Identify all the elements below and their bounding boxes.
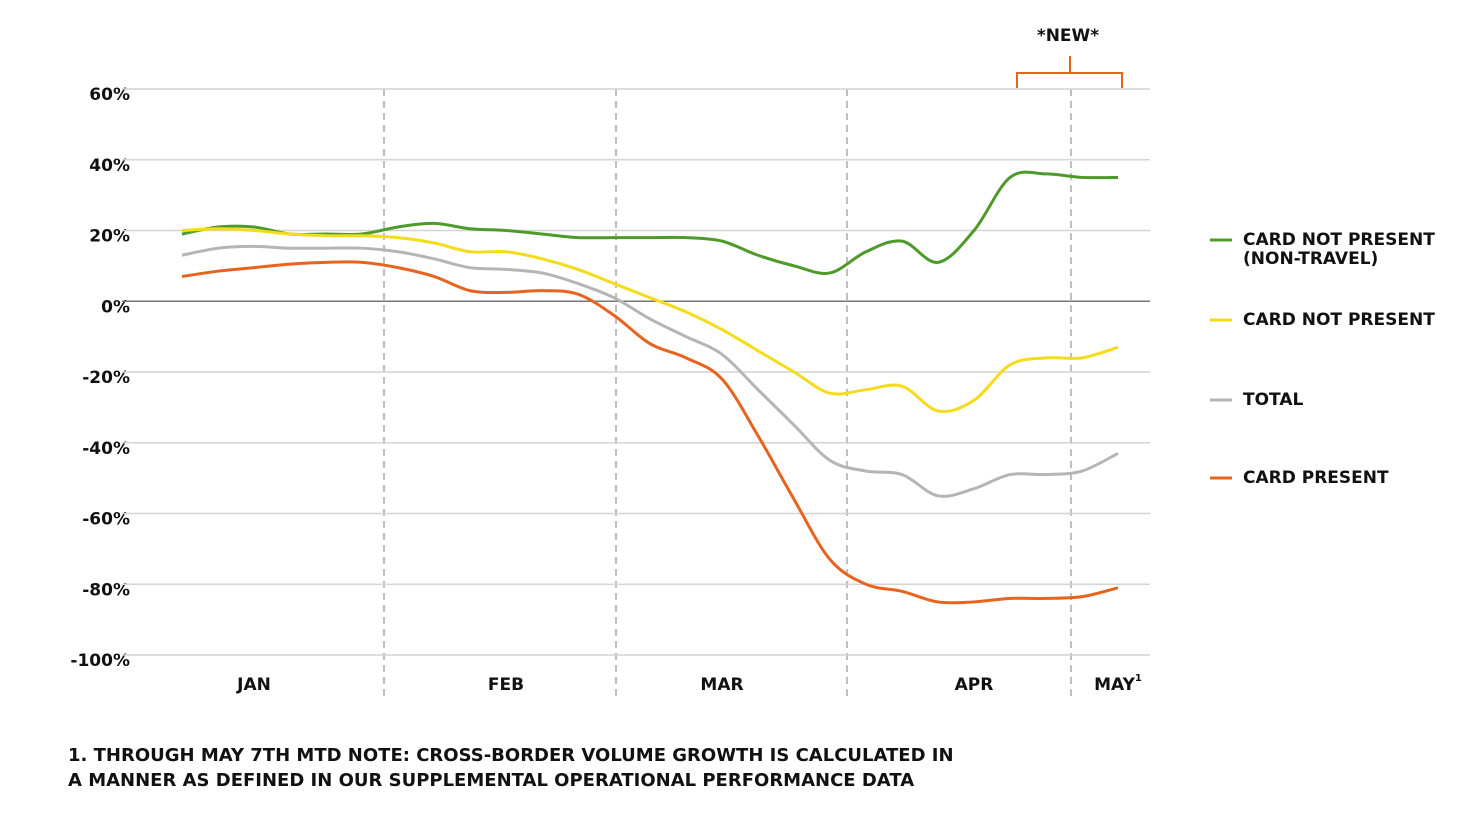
line <box>181 260 1119 605</box>
legend-line: (NON-TRAVEL) <box>1243 249 1378 269</box>
new-bracket <box>1016 56 1123 88</box>
line <box>181 170 1119 275</box>
line <box>181 244 1119 498</box>
y-tick-label: -100% <box>70 651 130 671</box>
y-tick-label: -80% <box>82 580 130 600</box>
legend-label: TOTAL <box>1243 390 1303 410</box>
footnote: 1. THROUGH MAY 7TH MTD NOTE: CROSS-BORDE… <box>68 745 954 766</box>
x-tick-text: FEB <box>488 675 524 695</box>
footnote-marker: 1 <box>1135 673 1142 684</box>
x-tick-label: JAN <box>236 675 271 695</box>
x-tick-text: APR <box>955 675 994 695</box>
annotation: *NEW* <box>1037 26 1099 46</box>
line <box>181 227 1119 413</box>
x-tick-label: APR <box>955 675 994 695</box>
x-tick-label: FEB <box>488 675 524 695</box>
legend-label: CARD PRESENT <box>1243 468 1389 488</box>
x-tick-text: MAY <box>1094 675 1135 695</box>
y-tick-label: 20% <box>89 227 130 247</box>
legend-label: CARD NOT PRESENT (NON-TRAVEL) <box>1243 230 1435 269</box>
footnote: A MANNER AS DEFINED IN OUR SUPPLEMENTAL … <box>68 770 914 791</box>
x-tick-label: MAR <box>700 675 743 695</box>
y-tick-label: -20% <box>82 368 130 388</box>
y-tick-label: -40% <box>82 439 130 459</box>
x-tick-text: MAR <box>700 675 743 695</box>
month-dividers <box>383 89 1072 700</box>
x-tick-label: MAY1 <box>1094 673 1142 695</box>
y-tick-label: 40% <box>89 156 130 176</box>
legend-line: CARD NOT PRESENT <box>1243 230 1435 250</box>
x-tick-text: JAN <box>236 675 271 695</box>
y-tick-label: 0% <box>101 297 130 317</box>
y-tick-label: 60% <box>89 85 130 105</box>
y-tick-label: -60% <box>82 510 130 530</box>
legend-label: CARD NOT PRESENT <box>1243 310 1435 330</box>
